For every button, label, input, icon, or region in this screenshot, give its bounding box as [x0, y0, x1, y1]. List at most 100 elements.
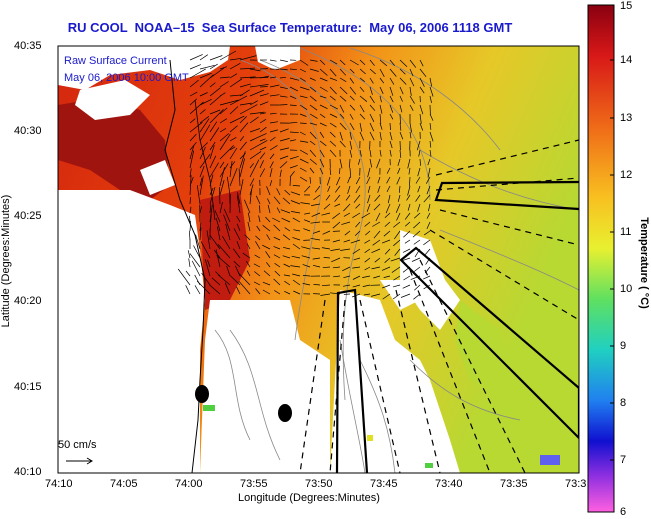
current-vector	[269, 112, 277, 115]
current-vector	[239, 141, 247, 151]
current-vector	[189, 133, 197, 142]
current-vector	[293, 229, 301, 232]
current-vector	[289, 176, 291, 187]
current-vector	[403, 230, 411, 238]
current-vector	[394, 248, 401, 256]
current-vector	[310, 237, 321, 241]
current-vector	[409, 68, 414, 77]
current-vector	[279, 138, 290, 142]
current-vector	[209, 109, 221, 115]
current-vector	[322, 266, 331, 269]
current-vector	[282, 197, 291, 205]
current-vector	[371, 293, 381, 297]
current-vector	[417, 167, 421, 177]
x-tick: 74:05	[110, 478, 138, 490]
current-vector	[373, 203, 381, 211]
current-vector	[259, 119, 267, 124]
current-vector	[229, 161, 236, 169]
current-vector	[343, 284, 351, 287]
colorbar-tick: 8	[620, 397, 627, 409]
current-vector	[372, 239, 381, 246]
current-vector	[429, 113, 434, 121]
current-vector	[238, 168, 241, 187]
colorbar	[587, 4, 615, 513]
current-vector	[300, 202, 311, 205]
current-vector	[239, 179, 244, 196]
current-vector	[273, 246, 281, 250]
current-vector	[379, 104, 383, 114]
current-vector	[209, 174, 214, 187]
current-vector	[199, 64, 215, 70]
current-vector	[219, 107, 228, 115]
current-vector	[189, 215, 191, 223]
current-vector	[209, 214, 212, 232]
current-vector	[219, 81, 229, 88]
current-vector	[219, 202, 223, 214]
current-vector	[215, 249, 221, 268]
current-vector	[399, 131, 404, 140]
current-vector	[407, 158, 411, 169]
current-vector	[239, 76, 256, 79]
current-vector	[199, 72, 212, 79]
current-vector	[262, 281, 271, 286]
current-vector	[419, 59, 424, 67]
current-vector	[312, 257, 321, 260]
current-vector	[214, 210, 221, 223]
current-vector	[332, 221, 341, 229]
current-vector	[386, 176, 391, 184]
current-vector	[229, 78, 243, 88]
current-vector	[247, 212, 251, 223]
current-vector	[255, 235, 261, 241]
current-vector	[343, 275, 351, 279]
current-vector	[359, 86, 365, 93]
current-vector	[389, 104, 394, 113]
current-vector	[371, 248, 381, 254]
current-vector	[419, 77, 425, 87]
current-vector	[199, 222, 202, 232]
current-vector	[403, 275, 411, 281]
current-vector	[267, 198, 271, 205]
current-vector	[329, 122, 337, 128]
current-vector	[189, 141, 197, 151]
current-vector	[369, 95, 375, 104]
current-vector	[303, 219, 311, 223]
current-vector	[309, 167, 315, 174]
current-vector	[249, 100, 258, 106]
current-vector	[299, 176, 308, 182]
current-vector	[255, 241, 261, 250]
current-vector	[266, 234, 271, 241]
current-vector	[312, 264, 321, 268]
current-vector	[326, 176, 331, 186]
current-vector	[289, 86, 298, 92]
current-vector	[362, 284, 371, 287]
current-vector	[427, 158, 431, 166]
current-vector	[249, 116, 259, 124]
current-vector	[372, 221, 381, 227]
current-vector	[339, 158, 343, 169]
current-vector	[353, 194, 361, 203]
current-vector	[352, 266, 361, 269]
current-vector	[376, 158, 381, 169]
current-vector	[329, 167, 332, 176]
current-vector	[259, 205, 261, 214]
current-vector	[304, 185, 311, 193]
current-vector	[399, 86, 404, 95]
current-vector	[256, 225, 261, 232]
current-vector	[369, 104, 376, 111]
current-vector	[219, 76, 230, 79]
current-vector	[319, 104, 328, 110]
current-vector	[289, 139, 297, 142]
current-vector	[359, 77, 365, 82]
current-vector	[209, 145, 215, 160]
current-vector	[229, 115, 245, 124]
current-vector	[266, 262, 271, 268]
current-vector	[199, 153, 211, 169]
current-vector	[339, 68, 347, 76]
current-vector	[366, 176, 371, 185]
current-vector	[299, 86, 310, 91]
current-vector	[379, 86, 384, 94]
current-vector	[400, 293, 411, 298]
y-tick: 40:15	[14, 381, 42, 393]
current-vector	[284, 280, 291, 286]
current-vector	[259, 138, 266, 142]
